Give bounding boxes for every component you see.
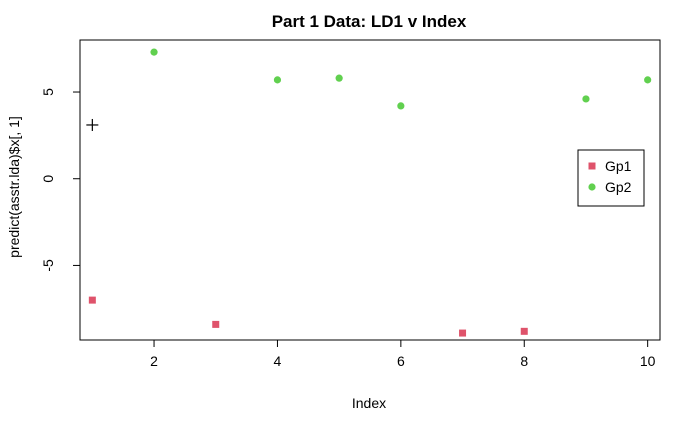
x-tick-label: 8 [520, 353, 528, 369]
y-tick-label: -5 [40, 259, 56, 272]
plus-marker [86, 118, 99, 131]
point-gp1 [459, 329, 467, 337]
data-points [86, 48, 652, 337]
y-tick-label: 5 [40, 88, 56, 96]
x-tick-label: 2 [150, 353, 158, 369]
legend-box [577, 149, 645, 207]
x-tick-label: 10 [640, 353, 656, 369]
point-gp2 [644, 76, 652, 84]
point-gp1 [212, 320, 220, 328]
legend-label-gp1: Gp1 [605, 158, 632, 174]
point-gp2 [273, 76, 282, 84]
x-tick-label: 6 [397, 353, 405, 369]
point-gp2 [582, 95, 590, 103]
legend-marker-gp1 [588, 162, 596, 170]
point-gp1 [520, 327, 528, 335]
point-gp2 [397, 102, 405, 110]
legend-label-gp2: Gp2 [605, 179, 632, 195]
plot-frame [79, 39, 661, 341]
point-gp2 [150, 48, 158, 56]
y-axis-label: predict(asstr.lda)$x[, 1] [6, 116, 22, 258]
x-axis: 2 4 6 8 10 [150, 340, 656, 369]
point-gp1 [88, 296, 96, 304]
y-tick-label: 0 [40, 175, 56, 183]
x-axis-label: Index [352, 395, 386, 411]
legend-marker-gp2 [588, 183, 596, 191]
y-axis: 5 0 -5 [40, 88, 80, 272]
chart-title: Part 1 Data: LD1 v Index [272, 12, 467, 31]
x-tick-label: 4 [274, 353, 282, 369]
point-gp2 [335, 74, 343, 82]
